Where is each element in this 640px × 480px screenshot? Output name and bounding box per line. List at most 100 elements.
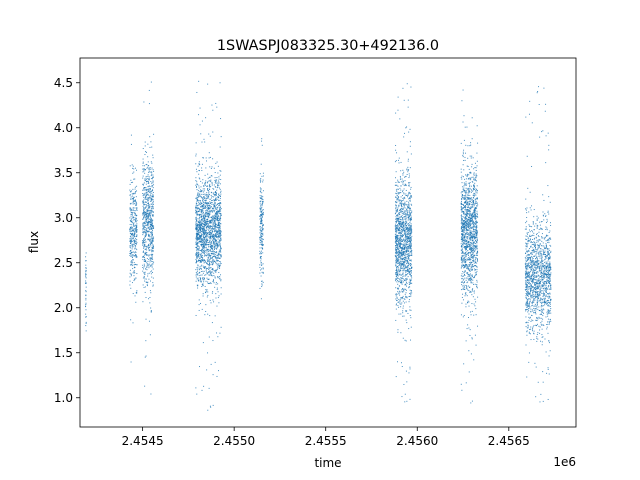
data-point (131, 251, 133, 253)
data-point (395, 240, 397, 242)
data-point (129, 235, 131, 237)
data-point (85, 291, 87, 293)
data-point (205, 212, 207, 214)
data-point (204, 219, 206, 221)
data-point (400, 279, 402, 281)
data-point (399, 202, 401, 204)
data-point (400, 255, 402, 257)
data-point (146, 264, 148, 266)
data-point (145, 355, 147, 357)
data-point (402, 263, 404, 265)
data-point (204, 242, 206, 244)
data-point (216, 236, 218, 238)
data-point (145, 151, 147, 153)
data-point (132, 268, 134, 270)
data-point (219, 218, 221, 220)
data-point (410, 226, 412, 228)
data-point (133, 240, 135, 242)
data-point (405, 221, 407, 223)
data-point (150, 226, 152, 228)
data-point (134, 236, 136, 238)
data-point (201, 216, 203, 218)
data-point (196, 256, 198, 258)
data-point (410, 229, 412, 231)
data-point (395, 261, 397, 263)
data-point (397, 245, 399, 247)
data-point (399, 245, 401, 247)
data-point (395, 238, 397, 240)
data-point (408, 283, 410, 285)
data-point (406, 169, 408, 171)
data-point (260, 207, 262, 209)
data-point (409, 268, 411, 270)
data-point (395, 245, 397, 247)
data-point (399, 271, 401, 273)
data-point (220, 326, 222, 328)
data-point (409, 295, 411, 297)
data-point (212, 222, 214, 224)
data-point (410, 219, 412, 221)
data-point (215, 233, 217, 235)
data-point (396, 267, 398, 269)
data-point (471, 222, 473, 224)
data-point (131, 260, 133, 262)
data-point (410, 247, 412, 249)
data-point (198, 251, 200, 253)
data-point (397, 291, 399, 293)
data-points (85, 80, 552, 411)
data-point (201, 256, 203, 258)
data-point (143, 276, 145, 278)
data-point (207, 409, 209, 411)
data-point (217, 253, 219, 255)
data-point (203, 262, 205, 264)
data-point (474, 179, 476, 181)
data-point (216, 260, 218, 262)
data-point (402, 228, 404, 230)
data-point (146, 262, 148, 264)
data-point (474, 207, 476, 209)
data-point (199, 209, 201, 211)
data-point (197, 213, 199, 215)
data-point (208, 208, 210, 210)
data-point (203, 234, 205, 236)
data-point (145, 278, 147, 280)
data-point (145, 227, 147, 229)
data-point (203, 238, 205, 240)
data-point (473, 292, 475, 294)
data-point (133, 224, 135, 226)
data-point (202, 203, 204, 205)
data-point (201, 238, 203, 240)
data-point (129, 207, 131, 209)
data-point (142, 284, 144, 286)
data-point (395, 220, 397, 222)
data-point (405, 214, 407, 216)
data-point (411, 282, 413, 284)
data-point (260, 236, 262, 238)
data-point (214, 242, 216, 244)
data-point (199, 236, 201, 238)
data-point (151, 222, 153, 224)
data-point (212, 256, 214, 258)
data-point (396, 239, 398, 241)
data-point (203, 259, 205, 261)
data-point (201, 228, 203, 230)
data-point (198, 169, 200, 171)
data-point (143, 231, 145, 233)
data-point (212, 217, 214, 219)
data-point (144, 231, 146, 233)
data-point (219, 267, 221, 269)
data-point (399, 252, 401, 254)
data-point (400, 239, 402, 241)
data-point (210, 282, 212, 284)
data-point (406, 277, 408, 279)
data-point (196, 218, 198, 220)
data-point (130, 213, 132, 215)
data-point (150, 280, 151, 282)
data-point (196, 206, 198, 208)
data-point (152, 277, 154, 279)
data-point (397, 198, 399, 200)
data-point (261, 217, 263, 219)
data-point (395, 181, 397, 183)
data-point (131, 209, 133, 211)
data-point (401, 282, 403, 284)
